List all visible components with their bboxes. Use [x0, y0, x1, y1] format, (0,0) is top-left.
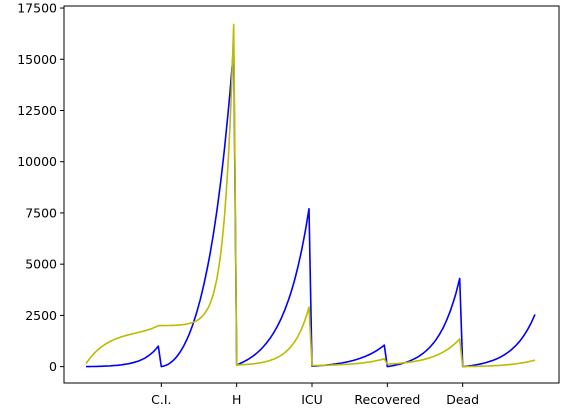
y-axis: 0 2500 5000 7500 10000 12500 15000 17500: [17, 1, 64, 374]
series-layer: [85, 23, 536, 368]
y-tick-label: 5000: [25, 257, 57, 272]
x-axis: C.I. H ICU Recovered Dead: [151, 383, 479, 407]
y-tick-label: 2500: [25, 308, 57, 323]
series-line-2: [85, 23, 536, 368]
y-tick-label: 7500: [25, 205, 57, 220]
x-tick-label: H: [232, 392, 241, 407]
y-tick-label: 10000: [17, 154, 57, 169]
y-tick-label: 0: [49, 359, 57, 374]
plot-frame: [63, 5, 560, 384]
y-tick-label: 17500: [17, 1, 57, 16]
y-tick-label: 15000: [17, 52, 57, 67]
x-tick-label: C.I.: [151, 392, 171, 407]
x-tick-label: Dead: [446, 392, 479, 407]
x-tick-label: Recovered: [354, 392, 420, 407]
x-tick-label: ICU: [301, 392, 323, 407]
series-line-1: [86, 46, 536, 368]
y-tick-label: 12500: [17, 103, 57, 118]
